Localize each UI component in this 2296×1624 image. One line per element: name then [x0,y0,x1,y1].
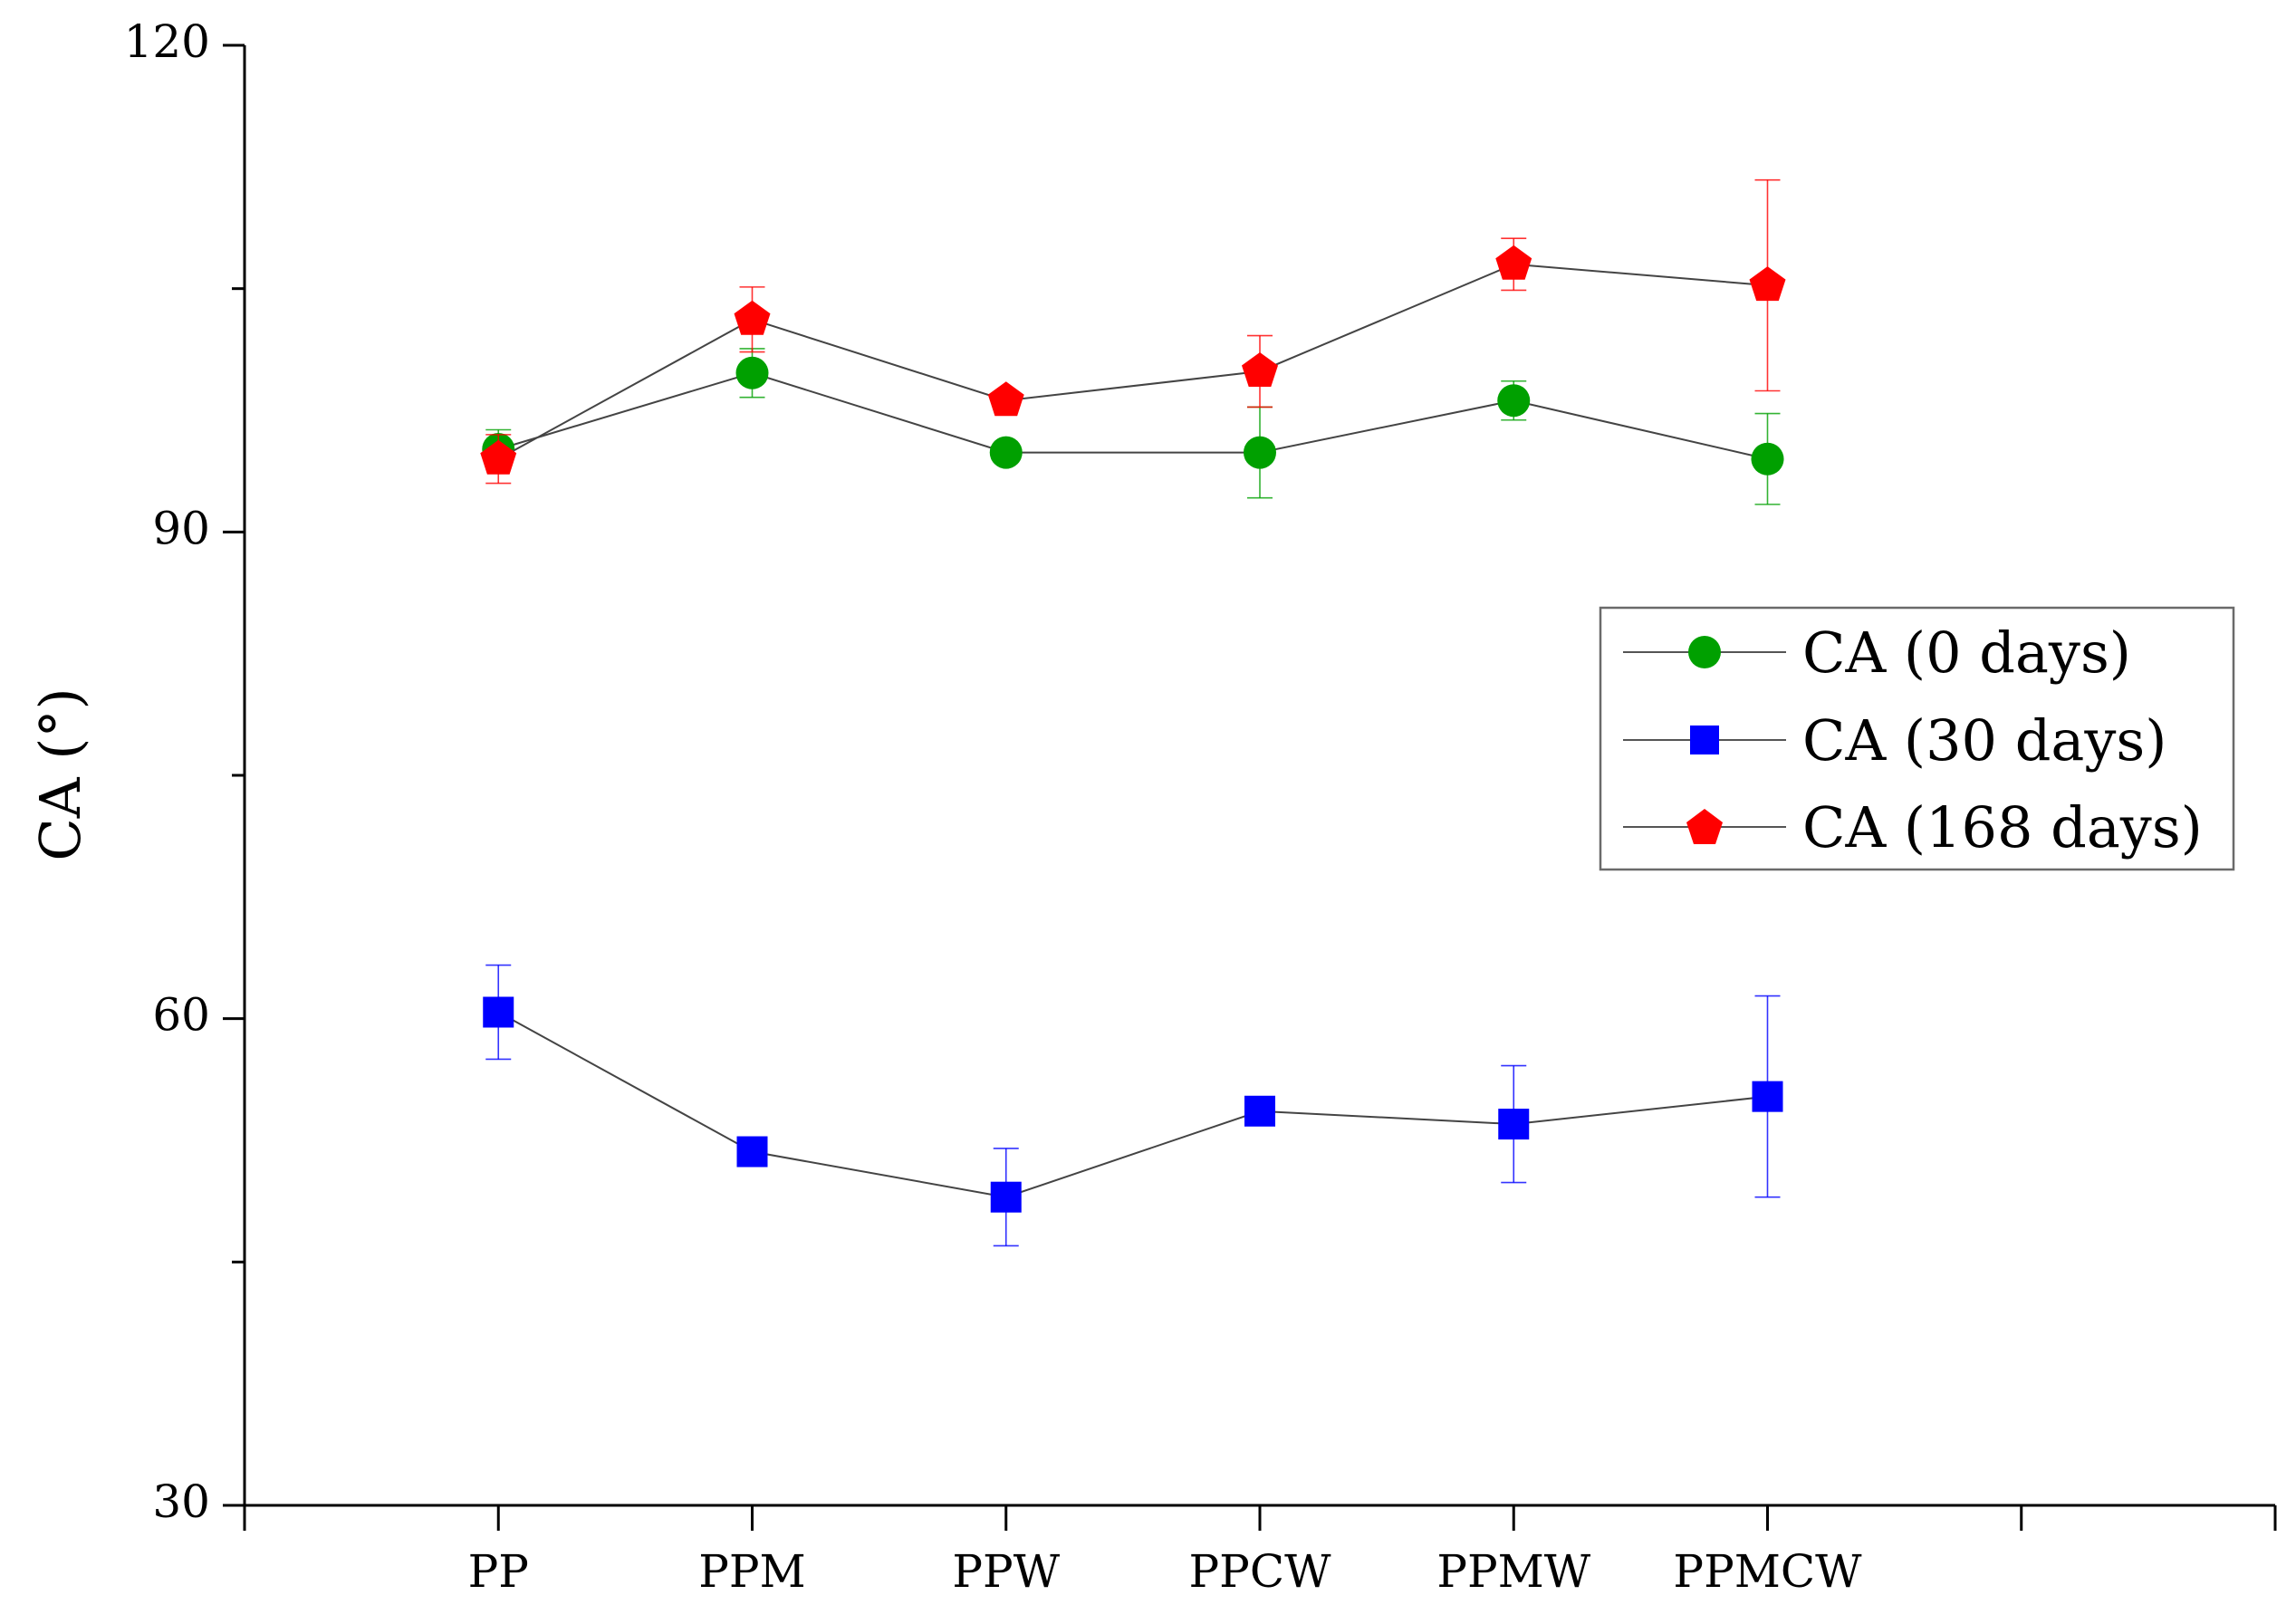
series-ca-0-days [482,348,1784,505]
y-tick-label: 90 [152,502,210,554]
x-tick-label: PPMCW [1673,1545,1862,1598]
legend-label-30days: CA (30 days) [1802,707,2166,774]
x-tick-label: PPW [952,1545,1060,1598]
data-point [734,300,771,335]
data-point [1242,352,1278,387]
y-tick-label: 60 [152,989,210,1042]
legend: CA (0 days) CA (30 days) CA (168 days) [1599,606,2235,871]
data-point [1749,266,1786,302]
series-ca-168-days [480,178,1786,485]
data-point [989,436,1023,469]
y-tick-label: 30 [152,1475,210,1528]
data-point [483,996,514,1028]
data-point [1244,1095,1275,1127]
legend-label-0days: CA (0 days) [1802,620,2131,686]
legend-marker-0days [1688,636,1721,668]
x-tick-label: PPCW [1189,1545,1332,1598]
data-point [1751,442,1784,476]
data-point [987,381,1024,417]
data-point [990,1181,1022,1213]
x-tick-label: PP [468,1545,529,1598]
y-axis-title: CA (°) [27,687,93,860]
data-point [1497,384,1531,418]
series-line [497,1011,1768,1198]
legend-marker-168days [1686,809,1723,844]
series-line [497,371,1768,460]
x-tick-label: PPM [698,1545,805,1598]
data-point [735,356,769,389]
series-line [497,263,1768,460]
data-point [1498,1109,1530,1140]
data-point [736,1136,768,1168]
series-layer [480,178,1786,1247]
legend-label-168days: CA (168 days) [1802,794,2203,860]
y-tick-label: 120 [124,15,210,68]
legend-marker-30days [1690,726,1719,754]
data-point [1244,436,1276,469]
data-point [1752,1081,1783,1112]
data-point [480,439,517,475]
x-tick-label: PPMW [1436,1545,1590,1598]
series-ca-30-days [483,964,1783,1247]
data-point [1495,245,1532,280]
axes-layer: 30 60 90 120 PP PPM PPW PPCW PPMW PPMCW [124,15,2277,1598]
